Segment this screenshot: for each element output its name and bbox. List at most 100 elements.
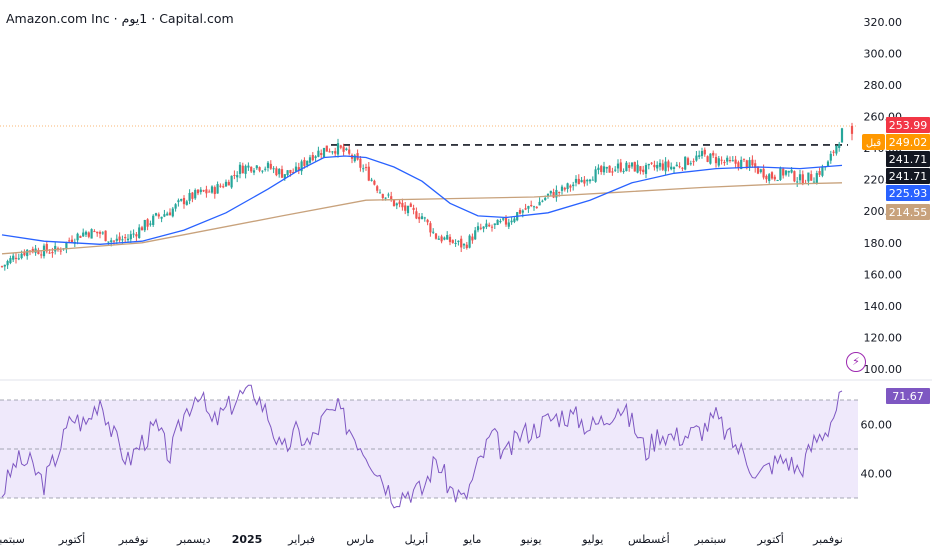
candle-body (504, 217, 508, 225)
candle-body (115, 238, 118, 241)
candle-body (406, 205, 410, 214)
candle-body (275, 168, 278, 176)
candle-body (418, 216, 421, 220)
candle-body (199, 189, 202, 193)
lightning-icon[interactable]: ⚡ (846, 352, 866, 372)
candle-body (454, 242, 457, 244)
candlestick-series (0, 122, 854, 271)
candle-body (359, 158, 362, 168)
candle-body (527, 206, 530, 209)
candle-body (740, 159, 743, 170)
candle-body (588, 179, 592, 182)
candle-body (474, 230, 477, 240)
candle-body (776, 180, 779, 182)
candle-body (171, 208, 174, 217)
candle-body (373, 180, 376, 185)
candle-body (306, 160, 309, 166)
candle-body (157, 214, 160, 217)
candle-body (787, 170, 790, 173)
x-tick-label: أبريل (405, 532, 429, 546)
y-tick-label: 140.00 (864, 300, 903, 313)
candle-body (482, 226, 485, 229)
candle-body (518, 209, 522, 214)
candle-body (12, 255, 15, 260)
candle-body (479, 227, 482, 229)
candle-body (538, 201, 541, 206)
candle-body (336, 143, 340, 155)
rsi-tick-label: 60.00 (861, 419, 893, 432)
candle-body (619, 162, 622, 172)
candle-body (457, 240, 460, 243)
candle-body (748, 160, 751, 168)
candle-body (507, 222, 510, 227)
candle-body (334, 151, 337, 154)
candle-body (216, 184, 219, 194)
candle-body (737, 162, 740, 168)
ma-fast-line (1, 155, 843, 245)
candle-body (471, 236, 474, 241)
candle-body (68, 240, 71, 242)
candle-body (258, 167, 261, 171)
candle-body (488, 224, 491, 227)
candle-body (236, 175, 239, 178)
candle-body (664, 161, 667, 172)
candle-body (493, 223, 496, 226)
title-separator: · (113, 11, 118, 26)
x-tick-label: نوفمبر (812, 533, 843, 546)
candle-body (404, 205, 407, 211)
x-tick-label: مارس (346, 533, 374, 546)
candle-body (185, 201, 188, 205)
candle-body (224, 181, 228, 187)
candle-body (272, 168, 275, 170)
candle-body (796, 181, 799, 183)
candle-body (594, 169, 597, 182)
candle-body (168, 212, 172, 216)
candle-body (339, 145, 342, 148)
candle-body (552, 191, 555, 198)
candle-body (177, 200, 180, 203)
candle-body (230, 175, 233, 188)
candle-body (152, 215, 155, 225)
candle-body (294, 166, 298, 172)
price-label: 241.71 (889, 153, 928, 166)
candle-body (409, 203, 412, 207)
candle-body (110, 240, 113, 243)
x-tick-label: مايو (462, 533, 481, 546)
candle-body (227, 181, 230, 186)
candle-body (513, 218, 516, 222)
candle-body (549, 190, 552, 194)
candle-body (448, 236, 452, 243)
candle-body (754, 163, 757, 169)
x-tick-label: أغسطس (628, 532, 670, 546)
candle-body (163, 214, 166, 217)
candle-body (608, 165, 611, 173)
candle-body (250, 166, 253, 172)
candle-body (499, 220, 502, 223)
interval-label[interactable]: 1يوم (121, 11, 148, 26)
title-separator: · (151, 11, 156, 26)
candle-body (759, 169, 762, 173)
candle-body (558, 192, 561, 194)
symbol-name[interactable]: Amazon.com Inc (6, 11, 110, 26)
candle-body (303, 159, 306, 166)
price-label-box (886, 204, 930, 220)
ma-slow-line (1, 182, 843, 255)
x-tick-label: نوفمبر (118, 533, 149, 546)
candle-body (126, 238, 130, 241)
candle-body (101, 232, 104, 234)
candle-body (686, 158, 690, 165)
candle-body (812, 181, 816, 183)
candle-body (322, 147, 326, 158)
candle-body (180, 199, 183, 201)
candle-body (345, 148, 348, 150)
y-tick-label: 320.00 (864, 16, 903, 29)
candle-body (76, 233, 79, 241)
candle-body (331, 151, 334, 153)
candle-body (191, 192, 194, 199)
candle-body (616, 163, 620, 169)
candle-body (546, 193, 550, 196)
candle-body (532, 206, 536, 208)
y-tick-label: 180.00 (864, 237, 903, 250)
candle-body (678, 166, 681, 168)
candle-body (17, 258, 20, 260)
